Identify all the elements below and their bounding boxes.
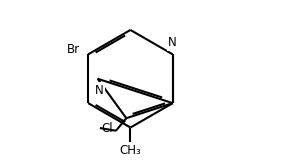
Text: N: N	[95, 84, 103, 97]
Text: Br: Br	[67, 43, 80, 56]
Text: CH₃: CH₃	[120, 144, 141, 157]
Text: Cl: Cl	[101, 122, 113, 134]
Text: N: N	[168, 36, 177, 50]
